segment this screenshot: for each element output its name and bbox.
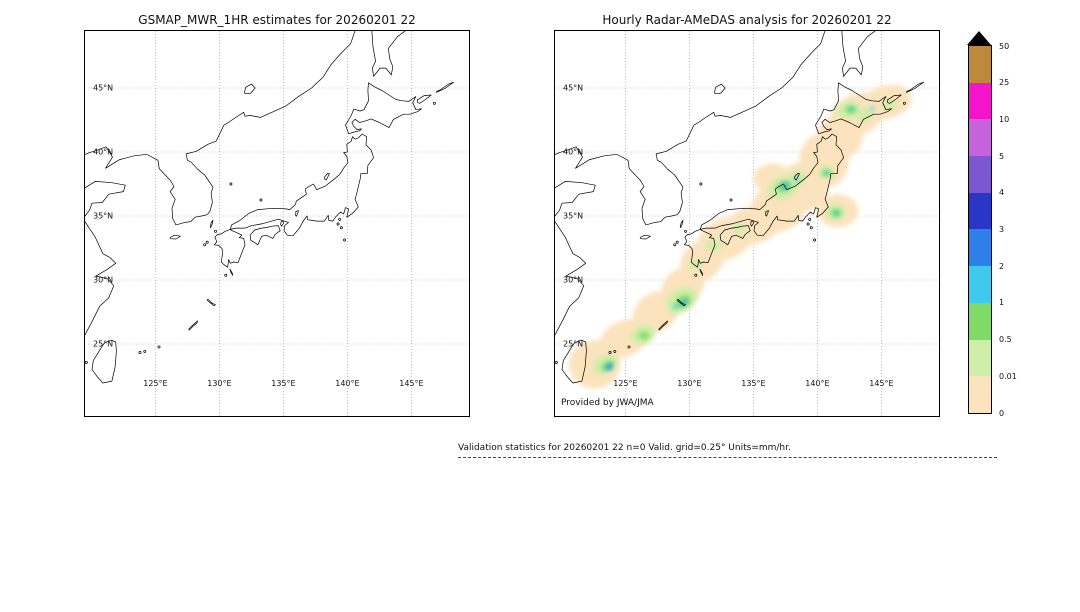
colorbar-tick-label: 3 <box>999 225 1005 234</box>
lat-label: 45°N <box>93 84 113 93</box>
lat-label: 35°N <box>563 212 583 221</box>
lon-label: 125°E <box>613 379 637 388</box>
lon-label: 125°E <box>143 379 167 388</box>
precip-blob <box>824 171 830 175</box>
colorbar-tick-label: 1 <box>999 298 1005 308</box>
precip-blob <box>881 99 897 110</box>
precip-blob <box>870 106 875 110</box>
colorbar-tick-label: 50 <box>999 41 1010 51</box>
lon-label: 130°E <box>677 379 701 388</box>
precip-blob <box>849 107 855 111</box>
lon-label: 135°E <box>271 379 295 388</box>
graticule <box>85 31 469 416</box>
colorbar-segment <box>969 376 991 413</box>
axis-labels: 45°N 40°N 35°N 30°N 25°N 125°E 130°E 135°E 140°E… <box>93 84 424 389</box>
lat-label: 45°N <box>563 84 583 93</box>
gsmap-panel-title: GSMAP_MWR_1HR estimates for 20260201 22 <box>138 13 416 27</box>
lat-label: 30°N <box>93 276 113 285</box>
validation-caption: Validation statistics for 20260201 22 n=… <box>458 443 791 453</box>
lon-label: 140°E <box>335 379 359 388</box>
precip-blob <box>689 260 703 270</box>
colorbar-segment <box>969 266 991 303</box>
credit-text: Provided by JWA/JMA <box>561 398 654 408</box>
colorbar-tick-label: 0 <box>999 408 1005 418</box>
precip-layer-b1 <box>608 366 612 369</box>
precip-blob <box>672 304 678 309</box>
lat-label: 30°N <box>563 276 583 285</box>
colorbar-tick-label: 25 <box>999 78 1010 88</box>
colorbar-bar <box>968 45 992 414</box>
colorbar-segment <box>969 302 991 340</box>
colorbar-segment <box>969 192 991 230</box>
colorbar-segment <box>969 46 991 83</box>
colorbar-segment <box>969 156 991 193</box>
colorbar-tick-label: 4 <box>999 188 1005 198</box>
colorbar-segment <box>969 339 991 377</box>
precip-blob <box>732 223 747 234</box>
colorbar-tick-label: 5 <box>999 151 1005 161</box>
lon-label: 140°E <box>805 379 829 388</box>
colorbar-overflow-triangle-icon <box>967 31 991 45</box>
precip-blob <box>833 211 840 216</box>
lat-label: 25°N <box>563 340 583 349</box>
radar-map-svg: 45°N 40°N 35°N 30°N 25°N 125°E 130°E 135°E 140°E… <box>555 31 939 416</box>
caption-dashed-rule <box>458 457 997 458</box>
lat-label: 35°N <box>93 212 113 221</box>
radar-panel-title: Hourly Radar-AMeDAS analysis for 2026020… <box>602 13 892 27</box>
precip-blob <box>608 366 612 369</box>
lon-label: 145°E <box>869 379 893 388</box>
colorbar-tick-label: 2 <box>999 261 1005 271</box>
precip-layer-t0 <box>569 84 912 389</box>
precip-blob <box>706 239 722 252</box>
colorbar: 50 25 10 5 4 3 2 1 0.5 0.01 0 <box>967 31 1042 431</box>
lat-label: 40°N <box>93 148 113 157</box>
lat-label: 25°N <box>93 340 113 349</box>
lon-label: 145°E <box>399 379 423 388</box>
precip-blob <box>856 108 874 122</box>
colorbar-tick-label: 10 <box>999 114 1010 124</box>
coastlines <box>85 31 454 384</box>
precip-blob <box>638 332 650 340</box>
gsmap-map-svg: 45°N 40°N 35°N 30°N 25°N 125°E 130°E 135°E 140°E… <box>85 31 469 416</box>
colorbar-segment <box>969 229 991 267</box>
radar-panel: 45°N 40°N 35°N 30°N 25°N 125°E 130°E 135°E 140°E… <box>554 30 940 417</box>
lon-label: 130°E <box>207 379 231 388</box>
axis-labels: 45°N 40°N 35°N 30°N 25°N 125°E 130°E 135°E 140°E… <box>561 84 894 409</box>
lon-label: 135°E <box>741 379 765 388</box>
colorbar-segment <box>969 82 991 120</box>
colorbar-segment <box>969 119 991 157</box>
gsmap-panel: 45°N 40°N 35°N 30°N 25°N 125°E 130°E 135°E 140°E… <box>84 30 470 417</box>
colorbar-tick-label: 0.5 <box>999 335 1012 345</box>
lat-label: 40°N <box>563 148 583 157</box>
colorbar-tick-label: 0.01 <box>999 371 1017 381</box>
coastlines <box>555 31 924 384</box>
